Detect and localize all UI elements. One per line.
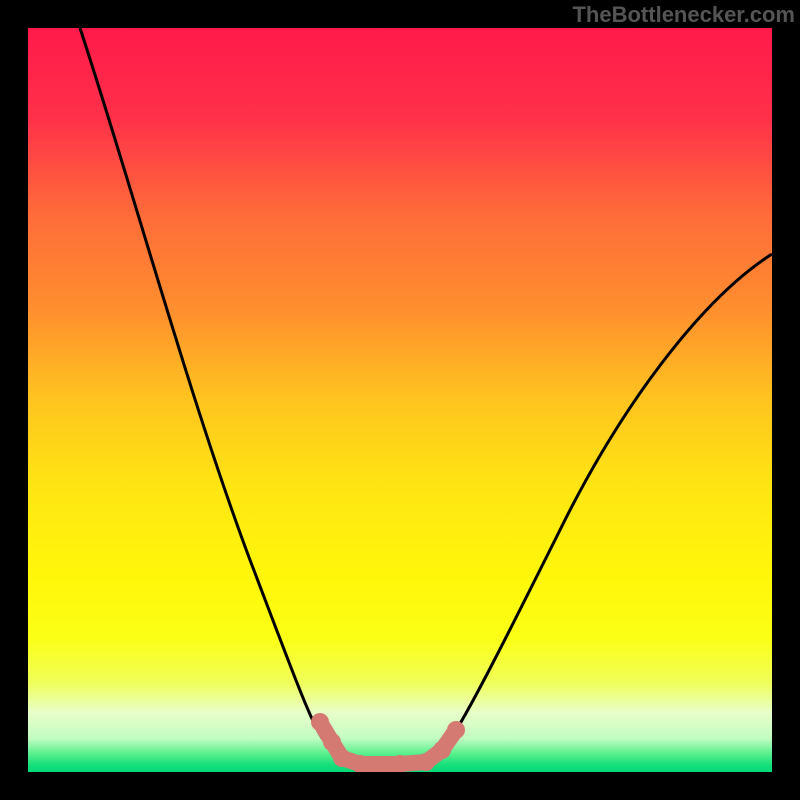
highlight-dot	[433, 741, 451, 759]
highlight-dot	[333, 749, 351, 767]
highlight-dot	[391, 755, 409, 773]
highlight-dot	[351, 755, 369, 773]
plot-background	[28, 28, 772, 772]
chart-svg: TheBottlenecker.com	[0, 0, 800, 800]
highlight-dot	[323, 733, 341, 751]
chart-container: TheBottlenecker.com	[0, 0, 800, 800]
highlight-dot	[311, 713, 329, 731]
highlight-dot	[417, 753, 435, 771]
watermark-text: TheBottlenecker.com	[572, 2, 795, 27]
highlight-dot	[447, 721, 465, 739]
